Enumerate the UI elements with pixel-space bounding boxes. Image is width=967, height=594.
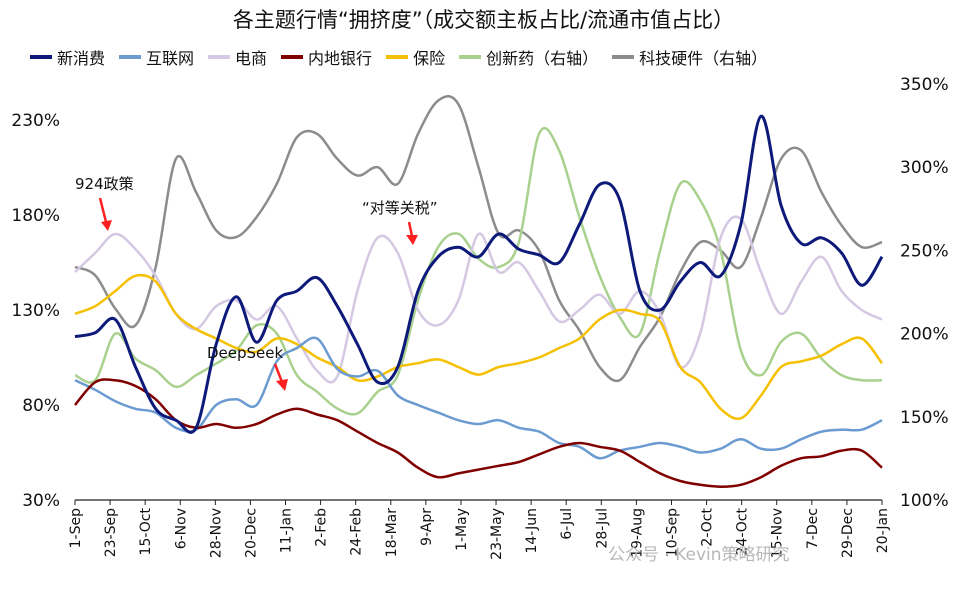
x-tick-label: 19-Aug <box>629 508 645 558</box>
annotation-tariff: “对等关税” <box>362 199 438 245</box>
series-line-1 <box>74 336 883 460</box>
legend-item: 创新药（右轴） <box>459 45 598 69</box>
legend-item: 内地银行 <box>281 45 372 69</box>
y-right-tick-label: 100% <box>900 491 949 511</box>
legend-swatch <box>119 55 142 59</box>
x-tick-label: 28-Nov <box>208 508 224 558</box>
x-tick-label: 20-Dec <box>243 508 259 558</box>
legend: 新消费 互联网 电商 内地银行 保险 创新药（右轴） 科技硬件（右轴） <box>30 42 960 72</box>
x-tick-label: 15-Oct <box>138 507 154 555</box>
y-left-tick-label: 30% <box>22 491 60 511</box>
x-tick-label: 7-Dec <box>805 508 821 549</box>
legend-swatch <box>281 55 304 59</box>
legend-label: 电商 <box>235 49 268 68</box>
annotation-924-arrowhead <box>101 220 112 231</box>
legend-item: 新消费 <box>30 45 105 69</box>
legend-label: 科技硬件（右轴） <box>639 49 768 68</box>
annotation-deepseek-arrow <box>273 363 284 383</box>
annotation-924-arrow <box>98 197 108 223</box>
annotation-deepseek-label: DeepSeek <box>207 344 284 362</box>
x-tick-label: 23-Sep <box>103 508 119 557</box>
series-line-0 <box>74 114 884 434</box>
y-right-tick-label: 300% <box>900 158 949 178</box>
x-tick-label: 1-May <box>454 508 470 551</box>
x-tick-label: 2-Feb <box>314 508 330 547</box>
x-tick-label: 28-Jul <box>594 508 610 549</box>
x-tick-label: 6-Jul <box>559 508 575 540</box>
watermark: 公众号 · Kevin策略研究 <box>608 545 790 565</box>
y-left-tick-label: 230% <box>11 111 60 131</box>
x-tick-label: 14-Jun <box>524 508 540 554</box>
y-right-tick-labels: 100% 150% 200% 250% 300% 350% <box>900 75 949 511</box>
legend-label: 新消费 <box>57 49 106 68</box>
x-tick-label: 24-Oct <box>735 507 751 555</box>
y-right-tick-label: 150% <box>900 408 949 428</box>
annotation-deepseek-arrowhead <box>276 379 288 391</box>
chart-title: 各主题行情“拥挤度”（成交额主板占比/流通市值占比） <box>232 8 735 32</box>
y-left-tick-label: 130% <box>11 301 60 321</box>
x-tick-label: 24-Feb <box>349 508 365 556</box>
annotation-tariff-arrowhead <box>406 235 418 245</box>
legend-item: 电商 <box>208 45 267 69</box>
legend-label: 内地银行 <box>308 49 373 68</box>
series-line-3 <box>74 378 883 488</box>
x-tick-label: 23-May <box>489 508 505 560</box>
annotation-924: 924政策 <box>75 175 134 231</box>
legend-label: 保险 <box>413 49 446 68</box>
legend-item: 保险 <box>386 45 445 69</box>
x-tick-label: 18-Mar <box>384 508 400 558</box>
series-line-4 <box>74 273 883 421</box>
x-tick-label: 29-Dec <box>840 508 856 558</box>
legend-swatch <box>612 55 635 59</box>
y-left-tick-label: 180% <box>11 206 60 226</box>
annotation-deepseek: DeepSeek <box>207 344 288 391</box>
series-lines <box>74 95 884 488</box>
x-tick-label: 11-Jan <box>279 508 295 553</box>
legend-item: 科技硬件（右轴） <box>612 45 767 69</box>
x-tick-label: 15-Nov <box>770 508 786 558</box>
annotation-tariff-label: “对等关税” <box>362 199 438 217</box>
y-right-tick-label: 200% <box>900 325 949 345</box>
annotation-tariff-arrow <box>407 221 414 237</box>
y-right-tick-label: 250% <box>900 241 949 261</box>
x-tick-label: 9-Apr <box>419 508 435 546</box>
x-tick-label: 6-Nov <box>173 508 189 549</box>
legend-item: 互联网 <box>119 45 194 69</box>
legend-label: 互联网 <box>146 49 195 68</box>
series-line-2 <box>74 215 883 384</box>
y-left-tick-label: 80% <box>22 396 60 416</box>
x-tick-label: 2-Oct <box>700 507 716 546</box>
legend-swatch <box>30 55 52 59</box>
legend-label: 创新药（右轴） <box>486 49 599 68</box>
series-line-5 <box>74 126 883 416</box>
legend-swatch <box>208 55 231 59</box>
x-tick-label: 1-Sep <box>68 508 84 548</box>
series-line-6 <box>74 95 883 383</box>
y-left-tick-labels: 30% 80% 130% 180% 230% <box>11 111 60 511</box>
y-right-tick-label: 350% <box>900 75 949 95</box>
x-tick-label: 10-Sep <box>664 508 680 557</box>
legend-swatch <box>459 55 482 59</box>
annotation-924-label: 924政策 <box>75 175 134 193</box>
legend-swatch <box>386 55 409 59</box>
x-tick-labels: 1-Sep 23-Sep 15-Oct 6-Nov 28-Nov 20-Dec 11-Jan… <box>68 500 891 560</box>
x-tick-label: 20-Jan <box>875 508 891 553</box>
